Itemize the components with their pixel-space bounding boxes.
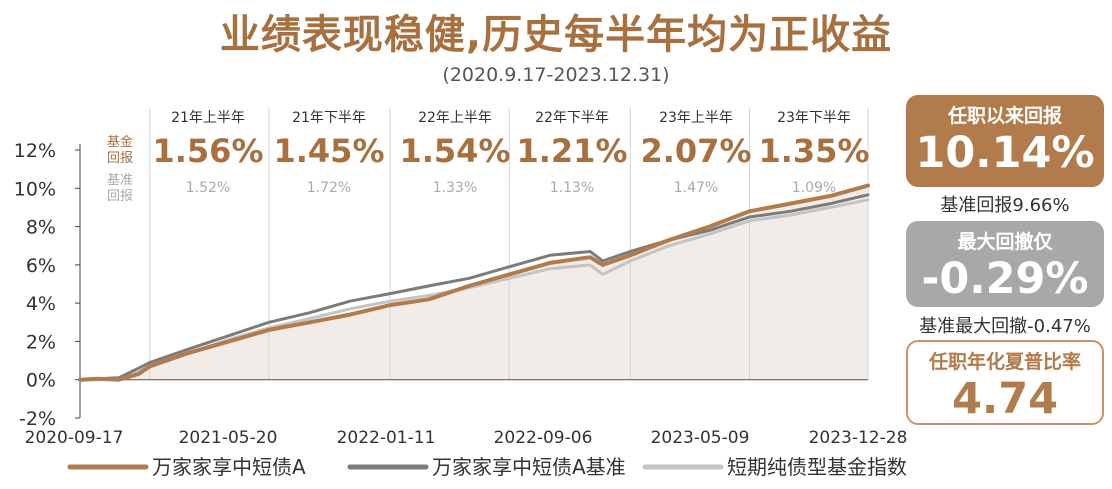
tenure-return-value: 10.14% bbox=[915, 128, 1095, 178]
benchmark-return-row-label: 回报 bbox=[107, 189, 133, 204]
benchmark-return-note: 基准回报9.66% bbox=[940, 195, 1070, 216]
x-tick-label: 2022-09-06 bbox=[494, 428, 593, 448]
page-title: 业绩表现稳健,历史每半年均为正收益 bbox=[219, 12, 893, 58]
sharpe-ratio-label: 任职年化夏普比率 bbox=[928, 351, 1081, 373]
tenure-return-label: 任职以来回报 bbox=[947, 105, 1062, 127]
period-fund-return: 1.54% bbox=[399, 132, 510, 170]
fund-area bbox=[80, 185, 868, 380]
fund-return-row-label: 基金 bbox=[107, 134, 133, 150]
y-tick-label: 10% bbox=[14, 178, 56, 200]
period-fund-return: 1.45% bbox=[273, 132, 384, 170]
period-fund-return: 1.56% bbox=[152, 132, 263, 170]
y-tick-label: 4% bbox=[26, 293, 56, 315]
period-benchmark-return: 1.72% bbox=[307, 180, 351, 196]
max-drawdown-label: 最大回撤仅 bbox=[957, 231, 1053, 253]
benchmark-return-row-label: 基准 bbox=[107, 173, 133, 188]
period-fund-return: 2.07% bbox=[640, 132, 751, 170]
sharpe-ratio-card: 任职年化夏普比率 4.74 bbox=[906, 340, 1104, 425]
period-benchmark-return: 1.47% bbox=[674, 180, 718, 196]
y-tick-label: 6% bbox=[26, 255, 56, 277]
benchmark-drawdown-note: 基准最大回撤-0.47% bbox=[919, 316, 1091, 337]
benchmark-series-line bbox=[78, 193, 870, 382]
x-tick-label: 2023-12-28 bbox=[809, 428, 908, 448]
period-label: 21年上半年 bbox=[171, 110, 245, 126]
period-label: 23年下半年 bbox=[777, 110, 851, 126]
x-tick-label: 2023-05-09 bbox=[651, 428, 750, 448]
period-benchmark-return: 1.33% bbox=[433, 180, 477, 196]
legend-fund-label: 万家家享中短债A bbox=[152, 455, 306, 479]
legend-index-label: 短期纯债型基金指数 bbox=[727, 455, 907, 479]
period-label: 23年上半年 bbox=[659, 110, 733, 126]
max-drawdown-card: 最大回撤仅 -0.29% bbox=[906, 221, 1104, 307]
x-tick-label: 2021-05-20 bbox=[179, 428, 278, 448]
period-benchmark-return: 1.52% bbox=[186, 180, 230, 196]
date-range-subtitle: (2020.9.17-2023.12.31) bbox=[442, 64, 670, 86]
period-benchmark-return: 1.13% bbox=[550, 180, 594, 196]
period-benchmark-return: 1.09% bbox=[792, 180, 836, 196]
x-tick-label: 2020-09-17 bbox=[25, 428, 124, 448]
y-tick-label: 0% bbox=[26, 370, 56, 392]
legend-benchmark-label: 万家家享中短债A基准 bbox=[432, 455, 626, 479]
period-label: 22年上半年 bbox=[418, 110, 492, 126]
tenure-return-card: 任职以来回报 10.14% bbox=[906, 95, 1104, 187]
period-fund-return: 1.21% bbox=[516, 132, 627, 170]
max-drawdown-value: -0.29% bbox=[921, 254, 1089, 304]
sharpe-ratio-value: 4.74 bbox=[951, 374, 1059, 424]
period-label: 22年下半年 bbox=[535, 110, 609, 126]
y-tick-label: 12% bbox=[14, 140, 56, 162]
y-tick-label: -2% bbox=[19, 408, 56, 430]
x-tick-label: 2022-01-11 bbox=[337, 428, 436, 448]
y-tick-label: 2% bbox=[26, 331, 56, 353]
fund-series-line bbox=[78, 183, 870, 382]
period-fund-return: 1.35% bbox=[758, 132, 869, 170]
period-label: 21年下半年 bbox=[292, 110, 366, 126]
y-tick-label: 8% bbox=[26, 217, 56, 239]
fund-return-row-label: 回报 bbox=[107, 151, 133, 166]
